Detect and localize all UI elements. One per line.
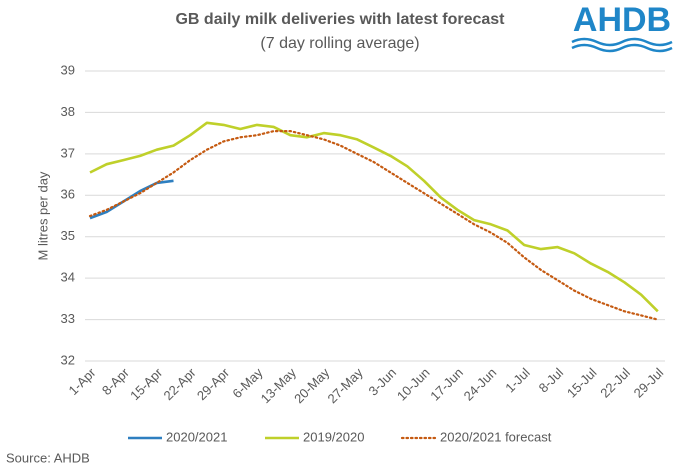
- x-tick-label: 13-May: [258, 365, 300, 407]
- x-tick-label: 15-Jul: [564, 365, 600, 401]
- x-tick-label: 17-Jun: [427, 365, 466, 404]
- series-line: [88, 130, 659, 321]
- y-axis-label: M litres per day: [35, 171, 50, 260]
- x-tick-label: 15-Apr: [127, 364, 166, 403]
- x-tick-label: 20-May: [291, 365, 333, 407]
- x-tick-label: 22-Apr: [161, 364, 200, 403]
- y-tick-label: 34: [61, 270, 75, 285]
- chart-subtitle: (7 day rolling average): [260, 35, 419, 52]
- y-tick-label: 37: [61, 145, 75, 160]
- y-tick-label: 38: [61, 104, 75, 119]
- y-tick-label: 33: [61, 311, 75, 326]
- x-tick-label: 24-Jun: [461, 365, 500, 404]
- legend-label: 2020/2021 forecast: [440, 429, 552, 444]
- logo: AHDB: [573, 1, 671, 39]
- y-tick-label: 36: [61, 187, 75, 202]
- source: Source: AHDB: [6, 450, 90, 465]
- chart-title: GB daily milk deliveries with latest for…: [175, 11, 505, 28]
- y-tick-label: 39: [61, 62, 75, 77]
- y-tick-label: 32: [61, 352, 75, 367]
- x-tick-label: 1-Jul: [502, 365, 533, 396]
- logo-waves: [571, 37, 673, 53]
- x-tick-label: 27-May: [324, 365, 366, 407]
- x-tick-label: 29-Jul: [631, 365, 667, 401]
- series-line: [89, 121, 659, 313]
- x-tick-label: 29-Apr: [194, 364, 233, 403]
- x-tick-label: 1-Apr: [65, 364, 99, 398]
- x-tick-label: 10-Jun: [394, 365, 433, 404]
- series-line: [89, 179, 174, 220]
- x-tick-label: 22-Jul: [597, 365, 633, 401]
- y-tick-label: 35: [61, 228, 75, 243]
- x-tick-label: 8-Jul: [536, 365, 567, 396]
- legend-label: 2020/2021: [166, 429, 227, 444]
- legend-label: 2019/2020: [303, 429, 364, 444]
